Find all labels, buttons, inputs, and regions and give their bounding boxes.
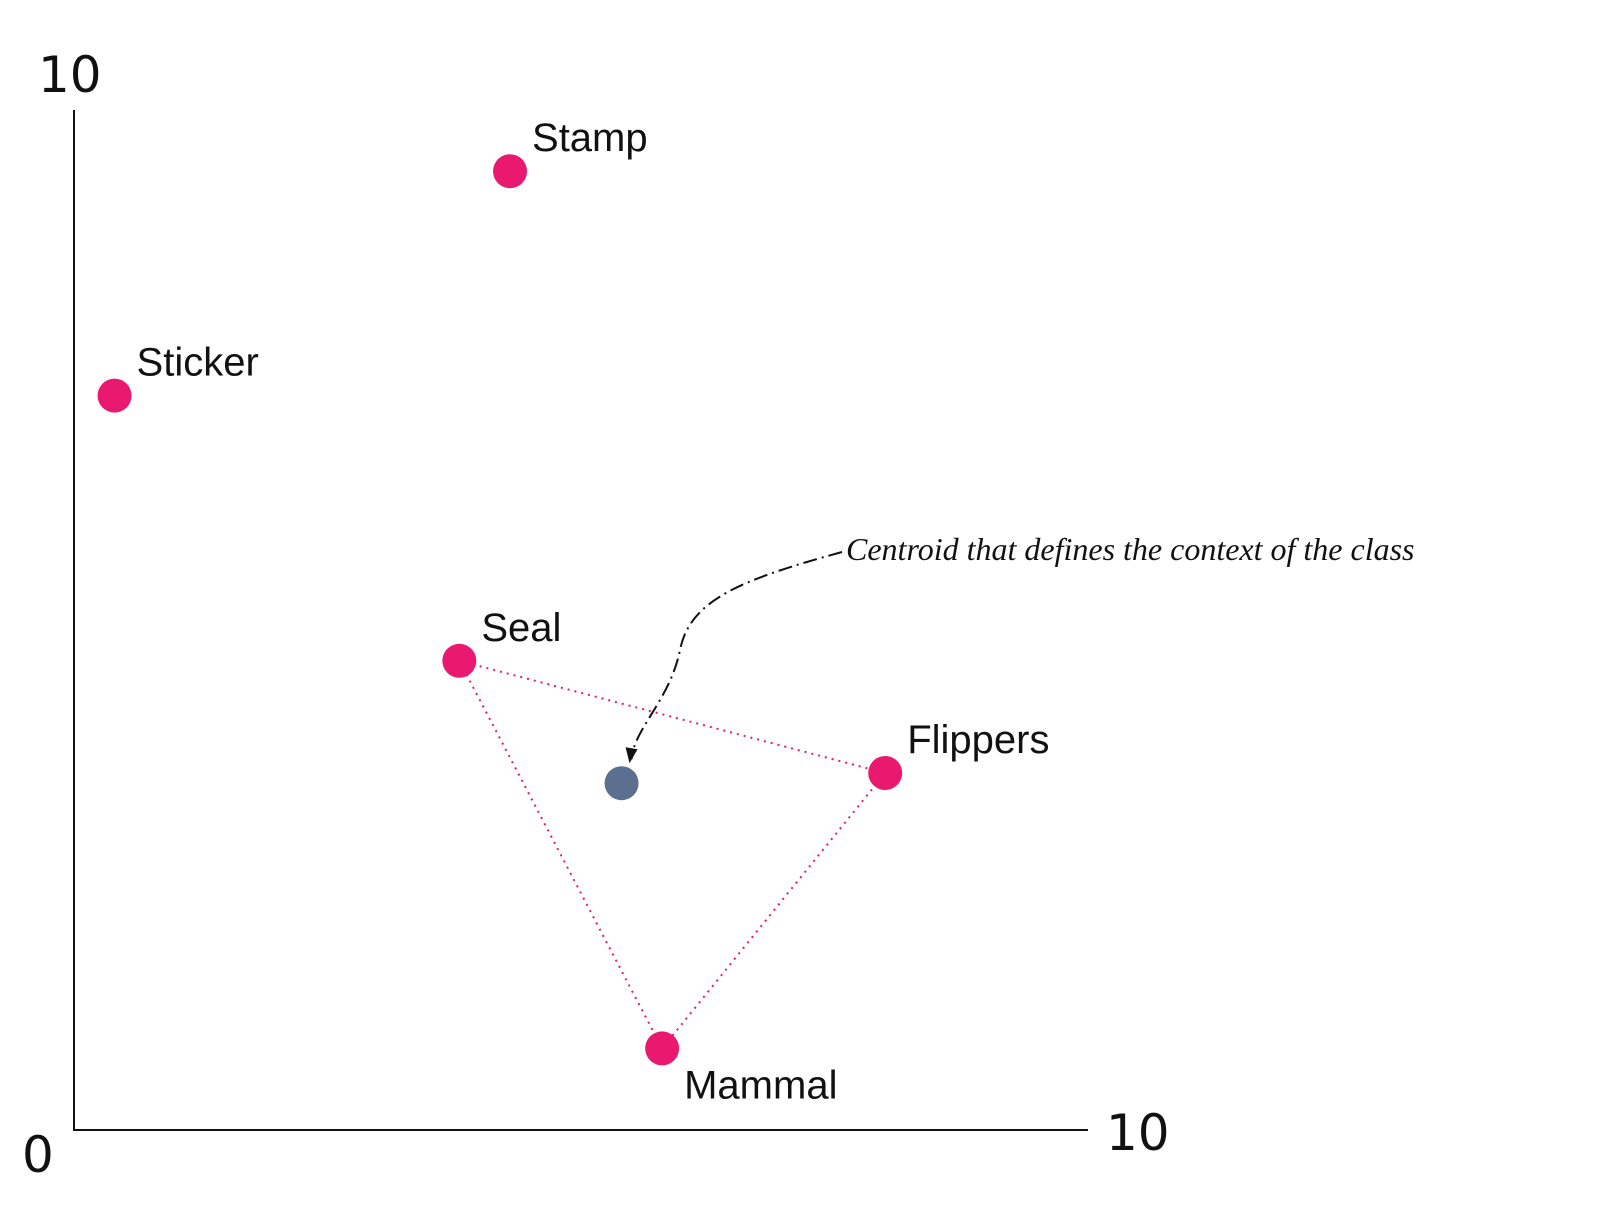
data-point-stamp [493, 154, 528, 189]
annotation-arrow [630, 551, 843, 760]
point-label-stamp: Stamp [532, 116, 648, 160]
data-point-flippers [868, 756, 903, 790]
data-points: Stamp Sticker Seal Flippers Mammal [97, 116, 1049, 1107]
centroid-point [604, 766, 639, 801]
annotation-arrow-head [625, 747, 638, 764]
axes [73, 110, 1088, 1131]
point-label-seal: Seal [481, 606, 561, 650]
axis-lines [73, 110, 1088, 1131]
data-point-mammal [645, 1031, 680, 1066]
y-tick-label-max: 10 [38, 46, 102, 104]
cluster-links [458, 659, 886, 1050]
point-label-flippers: Flippers [907, 718, 1049, 762]
data-point-seal [442, 643, 477, 678]
cluster-link [661, 772, 886, 1050]
cluster-link [458, 660, 664, 1049]
data-point-sticker [97, 378, 132, 413]
point-label-mammal: Mammal [684, 1063, 837, 1107]
point-label-sticker: Sticker [137, 341, 259, 385]
origin-tick-label: 0 [22, 1126, 54, 1184]
annotation-label: Centroid that defines the context of the… [846, 531, 1414, 567]
x-tick-label-max: 10 [1106, 1104, 1170, 1162]
